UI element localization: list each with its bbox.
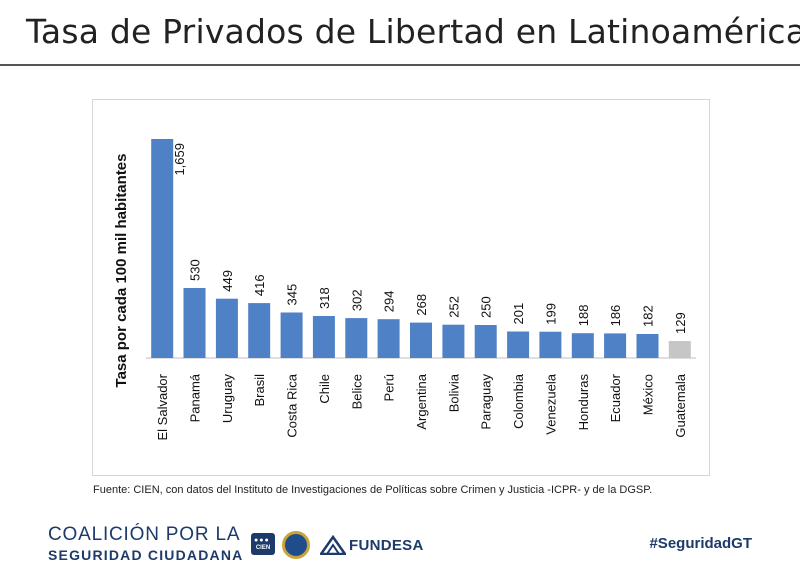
bar-9 [442, 324, 465, 358]
bar-12 [539, 331, 562, 358]
data-label-15: 182 [641, 305, 656, 327]
shield-logo-icon [282, 531, 310, 559]
bar-7 [377, 319, 400, 358]
bar-14 [604, 333, 627, 358]
bar-10 [474, 325, 497, 358]
bar-15 [636, 334, 659, 358]
category-label-5: Chile [317, 374, 332, 404]
title-bar: Tasa de Privados de Libertad en Latinoam… [0, 0, 800, 66]
category-label-1: Panamá [188, 373, 203, 422]
page-title: Tasa de Privados de Libertad en Latinoam… [26, 12, 800, 51]
category-label-13: Honduras [576, 374, 591, 431]
fundesa-mark-icon [320, 535, 346, 555]
category-label-15: México [641, 374, 656, 415]
data-label-11: 201 [511, 303, 526, 325]
data-label-5: 318 [317, 287, 332, 309]
chart-frame: Tasa por cada 100 mil habitantes 1,659 El … [92, 99, 710, 476]
data-label-4: 345 [285, 284, 300, 306]
data-label-9: 252 [446, 296, 461, 318]
coalicion-line1: COALICIÓN POR LA [48, 524, 241, 545]
category-label-6: Belice [349, 374, 364, 409]
coalicion-logo: COALICIÓN POR LA SEGURIDAD CIUDADANA [48, 525, 243, 562]
data-label-6: 302 [349, 289, 364, 311]
bar-11 [507, 331, 530, 358]
y-axis-label: Tasa por cada 100 mil habitantes [113, 154, 130, 388]
category-label-4: Costa Rica [285, 373, 300, 437]
bar-13 [571, 333, 594, 358]
data-label-13: 188 [576, 304, 591, 326]
bar-0 [151, 139, 174, 358]
source-note: Fuente: CIEN, con datos del Instituto de… [93, 484, 653, 496]
bar-1 [183, 288, 206, 358]
data-label-3: 416 [252, 274, 267, 296]
bar-3 [248, 303, 271, 358]
data-label-0: 1,659 [172, 143, 187, 176]
category-label-11: Colombia [511, 373, 526, 429]
coalicion-line2: SEGURIDAD CIUDADANA [48, 547, 244, 563]
category-label-14: Ecuador [608, 373, 623, 422]
category-label-0: El Salvador [155, 373, 170, 440]
data-label-8: 268 [414, 294, 429, 316]
bar-8 [410, 322, 432, 358]
cien-logo-dots-icon: ●●● [254, 537, 270, 544]
bar-2 [215, 298, 238, 358]
category-label-16: Guatemala [673, 373, 688, 437]
data-label-1: 530 [188, 259, 203, 281]
data-label-12: 199 [543, 303, 558, 325]
data-label-14: 186 [608, 305, 623, 327]
bar-6 [345, 318, 368, 358]
category-label-3: Brasil [252, 374, 267, 407]
category-label-2: Uruguay [220, 374, 235, 424]
category-label-8: Argentina [414, 373, 429, 429]
data-label-10: 250 [479, 296, 494, 318]
bar-4 [280, 312, 303, 358]
data-label-16: 129 [673, 312, 688, 334]
footer: COALICIÓN POR LA SEGURIDAD CIUDADANA ●●●… [0, 511, 800, 580]
cien-logo: ●●● CIEN [251, 533, 275, 555]
cien-logo-text: CIEN [255, 545, 271, 551]
bar-chart: Tasa por cada 100 mil habitantes 1,659 El … [113, 139, 696, 440]
category-label-12: Venezuela [543, 373, 558, 434]
fundesa-logo-text: FUNDESA [349, 537, 424, 554]
bar-5 [312, 316, 335, 358]
category-label-10: Paraguay [479, 374, 494, 430]
bar-16 [668, 341, 691, 358]
category-label-7: Perú [382, 374, 397, 401]
data-label-7: 294 [382, 290, 397, 312]
hashtag: #SeguridadGT [649, 535, 752, 552]
category-label-9: Bolivia [446, 373, 461, 412]
data-label-2: 449 [220, 270, 235, 292]
